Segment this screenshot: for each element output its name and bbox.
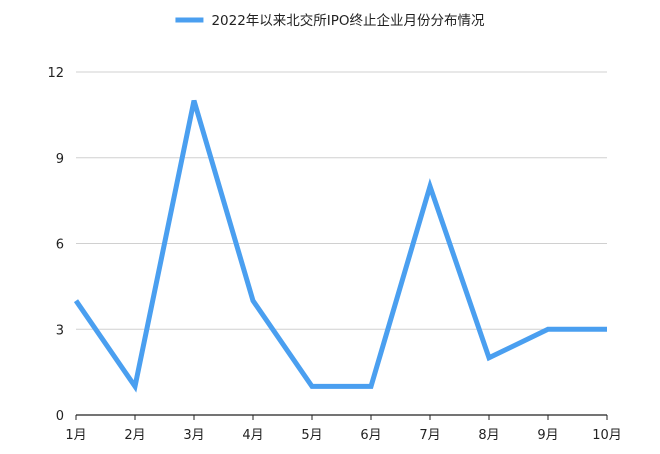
x-tick-label: 4月: [242, 428, 263, 443]
y-tick-label: 3: [56, 323, 64, 338]
x-tick-label: 6月: [360, 428, 381, 443]
x-tick-label: 8月: [478, 428, 499, 443]
x-tick-label: 1月: [65, 428, 86, 443]
x-tick-label: 3月: [183, 428, 204, 443]
x-tick-label: 2月: [124, 428, 145, 443]
legend-label: 2022年以来北交所IPO终止企业月份分布情况: [211, 12, 485, 29]
legend: 2022年以来北交所IPO终止企业月份分布情况: [175, 12, 485, 29]
x-tick-label: 5月: [301, 428, 322, 443]
y-tick-label: 0: [56, 409, 64, 424]
series-line: [73, 99, 607, 393]
x-tick-label: 10月: [592, 428, 622, 443]
x-axis-ticks: 1月 2月 3月 4月 5月 6月 7月 8月 9月 10月: [65, 415, 622, 443]
y-tick-label: 6: [56, 238, 64, 253]
x-tick-label: 9月: [537, 428, 558, 443]
y-tick-label: 12: [47, 66, 64, 81]
x-tick-label: 7月: [419, 428, 440, 443]
y-axis-ticks: 0 3 6 9 12: [47, 66, 64, 424]
y-tick-label: 9: [56, 152, 64, 167]
